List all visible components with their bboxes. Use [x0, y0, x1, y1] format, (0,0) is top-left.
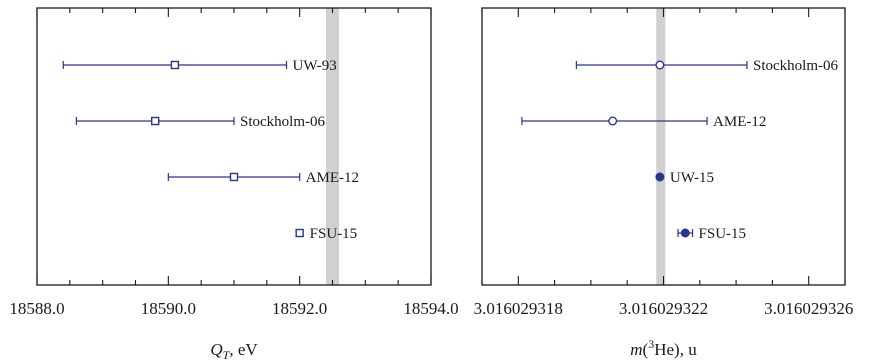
x-tick-label: 18594.0	[403, 299, 458, 318]
data-point	[608, 116, 618, 126]
left-panel: 18588.0 18590.0 18592.0 18594.0 QT, eV UW-93 S…	[9, 7, 459, 362]
plot-frame	[36, 7, 432, 286]
x-axis-label: m(3He), u	[630, 337, 697, 359]
x-tick-label: 18590.0	[141, 299, 196, 318]
point-label: AME-12	[713, 114, 766, 130]
data-point	[295, 228, 304, 238]
x-axis-label: QT, eV	[210, 340, 258, 362]
data-point	[655, 60, 665, 70]
reference-band	[325, 8, 340, 285]
x-tick-label: 3.016029326	[764, 299, 853, 318]
data-point	[170, 60, 180, 70]
x-tick-label: 18592.0	[272, 299, 327, 318]
point-label: UW-15	[670, 170, 714, 186]
point-label: Stockholm-06	[240, 114, 325, 130]
point-label: FSU-15	[310, 226, 358, 242]
data-point	[150, 116, 160, 126]
point-label: UW-93	[293, 58, 337, 74]
x-tick-label: 3.016029318	[474, 299, 563, 318]
data-point	[229, 172, 239, 182]
reference-band	[656, 8, 666, 285]
data-point	[680, 228, 690, 238]
data-point	[655, 172, 665, 182]
point-label: AME-12	[306, 170, 359, 186]
right-panel: 3.016029318 3.016029322 3.016029326 m(3He),…	[474, 7, 853, 359]
x-tick-label: 18588.0	[9, 299, 64, 318]
x-tick-label: 3.016029322	[619, 299, 708, 318]
point-label: Stockholm-06	[753, 58, 838, 74]
point-label: FSU-15	[699, 226, 747, 242]
